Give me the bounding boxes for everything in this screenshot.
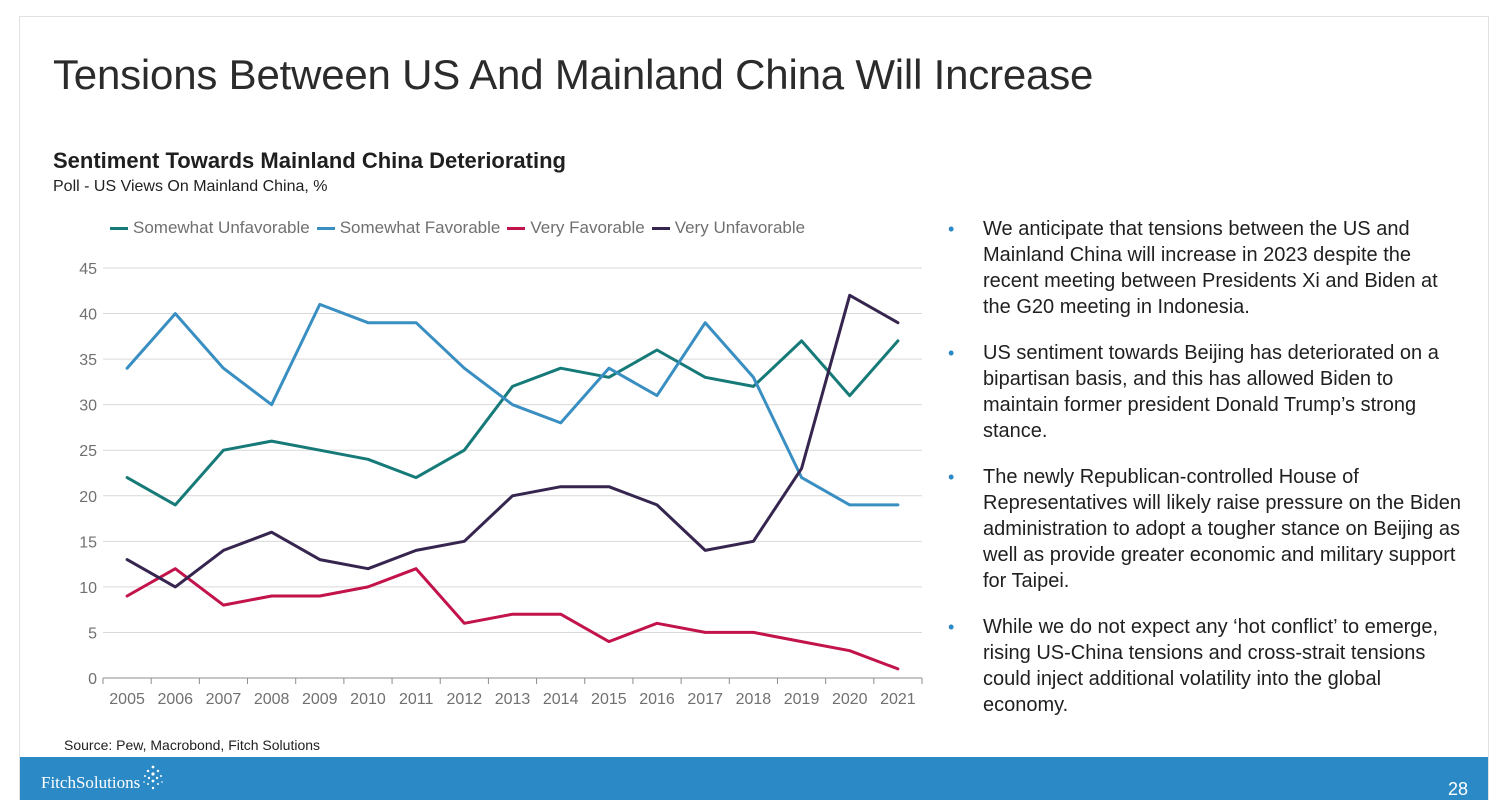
legend-item-somewhat-unfavorable: Somewhat Unfavorable <box>110 218 310 238</box>
legend-swatch <box>651 226 670 230</box>
bullet-text: US sentiment towards Beijing has deterio… <box>983 342 1439 442</box>
y-tick-label: 40 <box>79 307 97 324</box>
x-tick-label: 2015 <box>591 691 627 708</box>
page-number: 28 <box>1447 779 1468 799</box>
slide-title: Tensions Between US And Mainland China W… <box>53 51 1094 98</box>
x-tick-label: 2016 <box>639 691 675 708</box>
bullet-text: While we do not expect any ‘hot conflict… <box>983 616 1439 716</box>
bullet-list: • We anticipate that tensions between th… <box>942 216 1462 738</box>
legend-swatch <box>316 226 335 230</box>
x-tick-label: 2012 <box>447 691 483 708</box>
x-tick-label: 2009 <box>302 691 338 708</box>
x-tick-label: 2008 <box>254 691 290 708</box>
x-tick-label: 2018 <box>736 691 772 708</box>
legend-item-very-unfavorable: Very Unfavorable <box>651 218 806 238</box>
y-tick-label: 30 <box>79 398 97 415</box>
legend-label: Very Unfavorable <box>674 218 806 237</box>
x-tick-label: 2007 <box>206 691 242 708</box>
y-tick-label: 10 <box>79 580 97 597</box>
sparkle-logo-icon <box>143 765 163 790</box>
x-tick-label: 2014 <box>543 691 579 708</box>
y-tick-label: 5 <box>88 625 97 642</box>
y-tick-label: 35 <box>79 352 97 369</box>
y-tick-label: 15 <box>79 534 97 551</box>
logo-text: FitchSolutions <box>41 773 141 792</box>
y-tick-label: 0 <box>88 671 97 688</box>
x-tick-label: 2005 <box>109 691 145 708</box>
x-tick-label: 2013 <box>495 691 531 708</box>
x-tick-label: 2021 <box>880 691 916 708</box>
x-tick-label: 2011 <box>399 691 434 708</box>
line-chart: 0 5 10 15 20 25 30 35 40 45 2005 2006 2007 2008 2009 20… <box>79 261 923 708</box>
bullet-dot-icon: • <box>948 219 955 239</box>
bullet-item: • While we do not expect any ‘hot confli… <box>942 614 1462 718</box>
series-line-somewhat-favorable <box>125 302 900 507</box>
legend-label: Somewhat Unfavorable <box>133 218 310 237</box>
legend-swatch <box>507 226 526 230</box>
bullet-text: We anticipate that tensions between the … <box>983 218 1438 318</box>
legend-swatch <box>110 226 128 230</box>
series-line-very-unfavorable <box>125 293 900 589</box>
bullet-text: The newly Republican-controlled House of… <box>983 466 1462 592</box>
legend-label: Very Favorable <box>530 218 645 237</box>
x-tick-label: 2010 <box>350 691 386 708</box>
chart-subtitle: Poll - US Views On Mainland China, % <box>53 178 328 195</box>
series-line-somewhat-unfavorable <box>125 339 900 507</box>
slide: Tensions Between US And Mainland China W… <box>19 16 1489 800</box>
y-tick-label: 20 <box>79 489 97 506</box>
x-tick-label: 2019 <box>784 691 820 708</box>
bullet-dot-icon: • <box>948 467 955 487</box>
x-tick-label: 2020 <box>832 691 868 708</box>
bullet-dot-icon: • <box>948 617 955 637</box>
chart-legend: Somewhat Unfavorable Somewhat Favorable … <box>110 217 812 239</box>
legend-label: Somewhat Favorable <box>339 218 501 237</box>
footer-bar: FitchSolutions 28 <box>20 757 1488 800</box>
bullet-item: • We anticipate that tensions between th… <box>942 216 1462 320</box>
x-tick-label: 2017 <box>687 691 723 708</box>
bullet-dot-icon: • <box>948 343 955 363</box>
chart-title: Sentiment Towards Mainland China Deterio… <box>53 148 566 173</box>
y-tick-label: 45 <box>79 261 97 278</box>
series-line-very-favorable <box>125 567 900 671</box>
bullet-item: • The newly Republican-controlled House … <box>942 464 1462 594</box>
fitch-solutions-logo: FitchSolutions <box>41 765 164 793</box>
legend-item-somewhat-favorable: Somewhat Favorable <box>316 218 501 238</box>
legend-item-very-favorable: Very Favorable <box>507 218 645 238</box>
x-tick-label: 2006 <box>157 691 193 708</box>
y-tick-label: 25 <box>79 443 97 460</box>
bullet-item: • US sentiment towards Beijing has deter… <box>942 340 1462 444</box>
chart-source: Source: Pew, Macrobond, Fitch Solutions <box>64 737 321 753</box>
